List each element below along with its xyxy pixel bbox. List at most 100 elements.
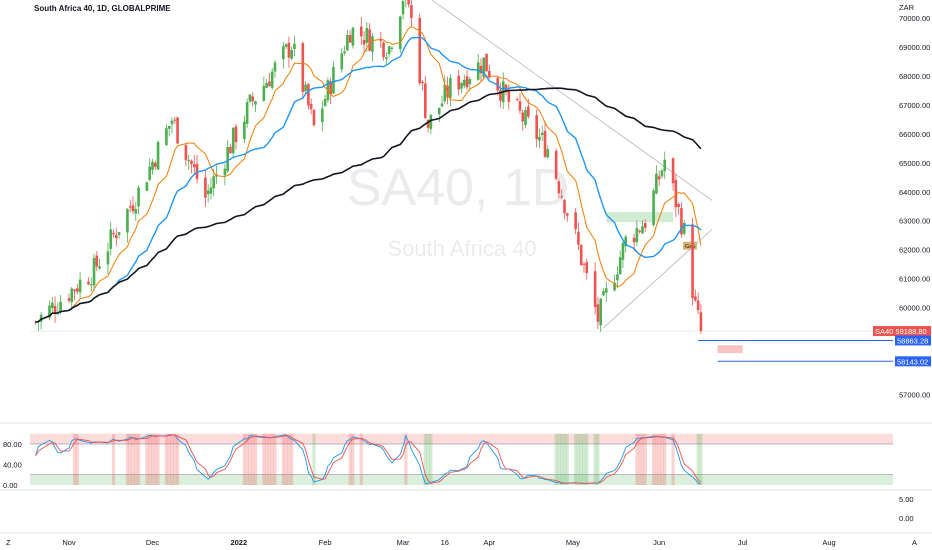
oversold-strip	[574, 433, 578, 485]
candle-body	[167, 125, 171, 129]
oscillator-pane[interactable]: 80.00 40.00 0.00	[3, 433, 893, 490]
candle-body	[190, 160, 193, 165]
candle-body	[655, 173, 658, 194]
candle-body	[421, 81, 424, 84]
main-pane[interactable]: South Africa 40, 1D, GLOBALPRIME ZAR SA4…	[30, 0, 931, 399]
candle-body	[521, 112, 525, 122]
oversold-strip	[312, 433, 316, 485]
oversold-strip	[565, 433, 569, 485]
price-tick: 57000.00	[899, 390, 930, 399]
time-tick: Jun	[653, 538, 665, 547]
candle-body	[87, 281, 90, 285]
candle-body	[234, 126, 238, 143]
candle-body	[660, 170, 664, 177]
overbought-strip	[267, 433, 272, 485]
candle-body	[184, 144, 188, 161]
candle-body	[98, 266, 101, 269]
price-tick: 69000.00	[899, 43, 930, 52]
candle-body	[540, 132, 544, 136]
candle-body	[204, 177, 207, 198]
candle-body	[385, 57, 388, 59]
overbought-strip	[170, 433, 174, 485]
candle-body	[151, 161, 154, 170]
candle-body	[390, 47, 394, 49]
overbought-strip	[281, 433, 285, 485]
oversold-strip	[585, 433, 589, 485]
candle-body	[577, 231, 580, 245]
zones: Gap	[606, 212, 743, 354]
overbought-strip	[348, 433, 352, 485]
candle-body	[251, 96, 255, 102]
osc-d-line	[35, 434, 702, 484]
oversold-strip	[557, 433, 561, 485]
oversold-strip	[582, 433, 586, 485]
candle-body	[535, 115, 538, 140]
candle-body	[106, 251, 110, 265]
candle-body	[387, 46, 391, 55]
oversold-strip	[423, 433, 427, 485]
candle-body	[418, 17, 422, 84]
candle-body	[691, 224, 694, 299]
candle-body	[671, 158, 675, 184]
overbought-strip	[131, 433, 135, 485]
candle-body	[674, 180, 678, 208]
time-tick: Aug	[822, 538, 835, 547]
candle-body	[76, 288, 79, 292]
price-label-text: 58143.02	[897, 357, 928, 366]
volume-pane[interactable]: 5.00 0.00	[899, 495, 914, 523]
candle-body	[70, 288, 74, 303]
candle-body	[287, 42, 291, 58]
candle-body	[582, 263, 586, 265]
price-label-box	[873, 326, 931, 337]
z-icon[interactable]: Z	[6, 538, 11, 547]
candle-body	[652, 190, 655, 226]
candle-body	[632, 237, 636, 243]
candle-body	[429, 114, 433, 130]
candle-body	[39, 314, 43, 322]
trendline-upper	[431, 0, 713, 201]
overbought-strip	[111, 433, 116, 485]
candle-body	[443, 84, 447, 102]
overbought-strip	[643, 433, 647, 485]
price-axis[interactable]: 70000.00 69000.00 68000.00 67000.00 66000.00…	[899, 14, 930, 399]
candle-body	[546, 149, 550, 158]
candle-body	[229, 146, 232, 154]
overbought-strip	[134, 433, 138, 485]
candle-body	[346, 34, 349, 51]
candle-body	[359, 26, 363, 37]
oscillator-bands	[30, 433, 893, 485]
moving-averages	[35, 26, 702, 324]
candle-body	[557, 181, 561, 194]
candle-body	[621, 242, 625, 260]
overbought-strip	[242, 433, 246, 485]
candle-body	[156, 141, 160, 170]
oversold-strip	[579, 433, 583, 485]
candle-body	[362, 39, 366, 45]
candle-body	[616, 274, 619, 281]
candle-body	[212, 176, 216, 189]
overbought-strip	[253, 433, 258, 485]
candle-body	[173, 119, 177, 121]
candle-body	[284, 44, 288, 47]
candle-body	[437, 107, 441, 115]
candle-body	[488, 70, 491, 78]
overbought-strip	[287, 433, 291, 485]
auto-scale-icon[interactable]: A	[912, 538, 917, 547]
candle-body	[543, 130, 547, 157]
candle-body	[371, 36, 374, 52]
candle-body	[128, 206, 132, 208]
candle-body	[485, 53, 488, 72]
oscillator-lines	[35, 434, 702, 485]
candle-body	[131, 205, 135, 212]
candle-body	[643, 223, 647, 228]
currency-label: ZAR	[899, 3, 915, 12]
candle-body	[307, 84, 310, 106]
time-axis[interactable]: Nov Dec 2022 Feb Mar 16 Apr May Jun Jul Aug Z A	[0, 532, 932, 547]
price-tick: 61000.00	[899, 275, 930, 284]
candle-body	[599, 298, 602, 326]
pane3-axis: 5.00 0.00	[899, 495, 914, 523]
overbought-strip	[75, 433, 79, 485]
candle-body	[579, 244, 583, 265]
overbought-strip	[150, 433, 155, 485]
